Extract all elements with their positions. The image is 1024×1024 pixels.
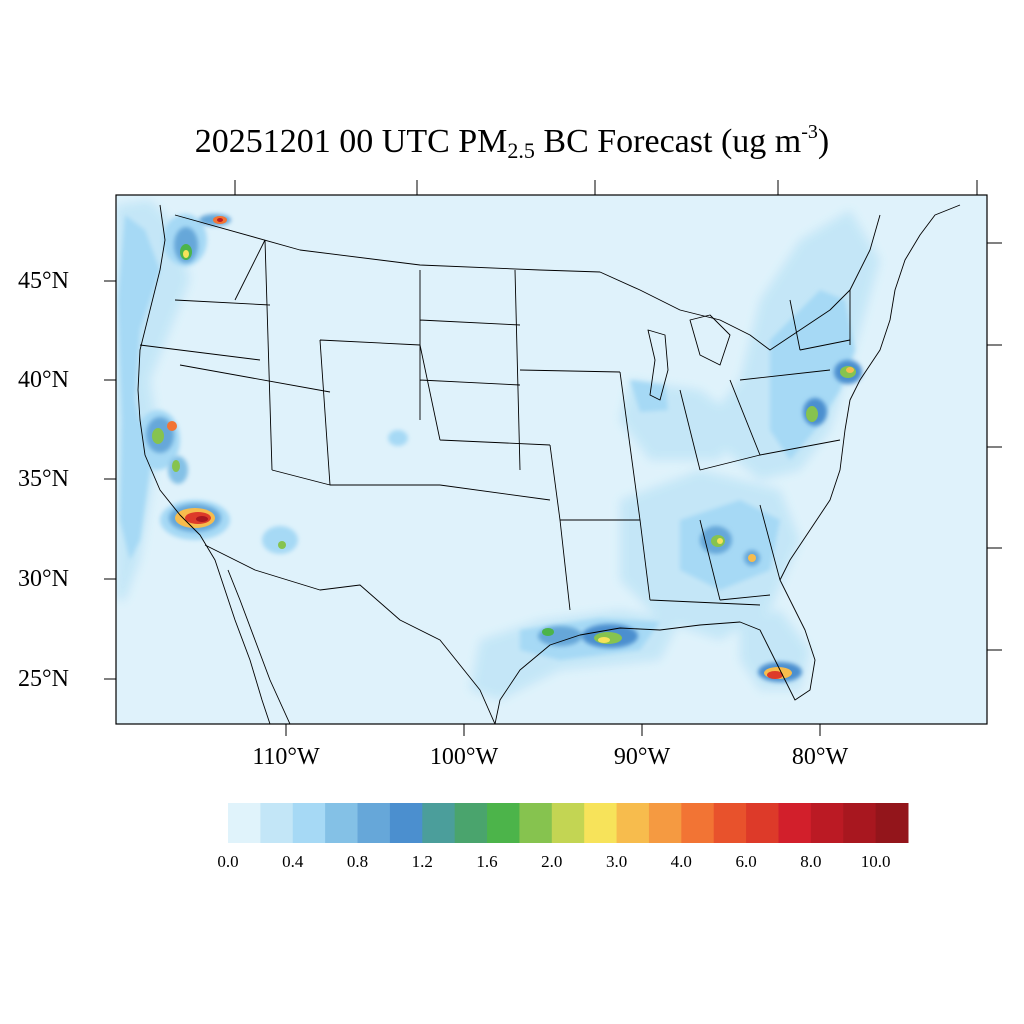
seattle-core — [183, 250, 189, 258]
colorbar-tick-label: 0.8 — [346, 852, 369, 871]
phoenix-hot — [278, 541, 286, 549]
bay-area-core — [167, 421, 177, 431]
lon-label-80w: 80°W — [791, 744, 849, 770]
la-peak — [196, 516, 208, 522]
denver-spot — [388, 430, 408, 446]
gulf-coastline — [494, 204, 961, 724]
colorbar-swatch — [778, 803, 812, 843]
colorbar-tick-label: 0.4 — [282, 852, 304, 871]
colorbar-swatch — [746, 803, 779, 843]
i95-band — [770, 290, 855, 460]
colorbar-swatch — [616, 803, 650, 843]
concentration-field — [116, 200, 961, 724]
colorbar-tick-label: 6.0 — [735, 852, 757, 871]
colorbar-tick-label: 1.2 — [411, 852, 433, 871]
lon-label-100w: 100°W — [429, 744, 499, 770]
dc-hot — [806, 406, 818, 422]
colorbar-swatch — [875, 803, 909, 843]
colorbar-swatch — [422, 803, 456, 843]
colorbar-tick-label: 1.6 — [476, 852, 498, 871]
bay-area-hot — [152, 428, 164, 444]
lat-label-45n: 45°N — [18, 268, 69, 294]
baja-coastline — [227, 569, 291, 724]
state-lines-central — [419, 269, 761, 611]
florida-core — [767, 671, 783, 679]
title-prefix: 20251201 00 UTC PM — [194, 123, 508, 160]
colorbar-tick-label: 3.0 — [605, 852, 628, 871]
colorbar-swatch — [713, 803, 747, 843]
lon-label-110w: 110°W — [252, 744, 320, 770]
map-frame — [115, 194, 988, 725]
colorbar-swatch — [681, 803, 715, 843]
west-coastline — [137, 204, 271, 724]
title-subscript: 2.5 — [507, 138, 535, 163]
colorbar-tick-label: 4.0 — [670, 852, 692, 871]
chicago-band — [630, 380, 668, 412]
lat-label-25n: 25°N — [18, 666, 69, 692]
plot-title: 20251201 00 UTC PM2.5 BC Forecast (ug m-… — [0, 118, 1024, 166]
colorbar-swatch — [519, 803, 553, 843]
title-middle: BC Forecast (ug m — [534, 123, 802, 160]
lon-label-90w: 90°W — [613, 744, 671, 770]
colorbar-tick-label: 0.0 — [217, 852, 239, 871]
colorbar-swatch — [810, 803, 844, 843]
lat-label-30n: 30°N — [18, 566, 69, 592]
great-lakes — [599, 214, 881, 351]
colorbar-swatch — [292, 803, 326, 843]
state-lines-west — [139, 239, 561, 521]
colorbar-swatch — [551, 803, 585, 843]
phoenix-area — [262, 526, 298, 554]
colorbar-swatch — [487, 803, 520, 843]
colorbar-swatch — [228, 803, 261, 843]
houston-hot — [542, 628, 554, 636]
augusta-hot — [748, 554, 756, 562]
colorbar-swatch — [325, 803, 359, 843]
atlanta-core — [717, 538, 723, 544]
colorbar-swatch — [389, 803, 423, 843]
colorbar-swatch — [454, 803, 488, 843]
title-superscript: -3 — [801, 121, 818, 143]
nyc-core — [846, 367, 854, 373]
colorbar-swatch — [648, 803, 682, 843]
lake-huron — [689, 314, 731, 366]
west-coast-band — [118, 215, 160, 560]
boundaries — [137, 204, 961, 724]
lake-michigan — [647, 329, 669, 401]
title-suffix: ) — [817, 123, 830, 160]
colorbar-swatch — [260, 803, 294, 843]
tick-marks — [104, 180, 1002, 736]
lat-label-35n: 35°N — [18, 466, 69, 492]
colorbar — [228, 803, 909, 843]
mexico-border — [204, 544, 496, 724]
canada-border — [174, 214, 601, 273]
colorbar-swatch — [584, 803, 618, 843]
central-valley-hot — [172, 460, 180, 472]
vancouver-core — [217, 218, 223, 222]
colorbar-tick-label: 2.0 — [541, 852, 563, 871]
state-lines-east — [679, 290, 851, 601]
colorbar-tick-label: 8.0 — [800, 852, 822, 871]
louisiana-core — [598, 637, 610, 643]
lat-label-40n: 40°N — [18, 367, 69, 393]
colorbar-swatch — [357, 803, 391, 843]
colorbar-swatch — [843, 803, 877, 843]
colorbar-tick-label: 10.0 — [860, 852, 891, 871]
